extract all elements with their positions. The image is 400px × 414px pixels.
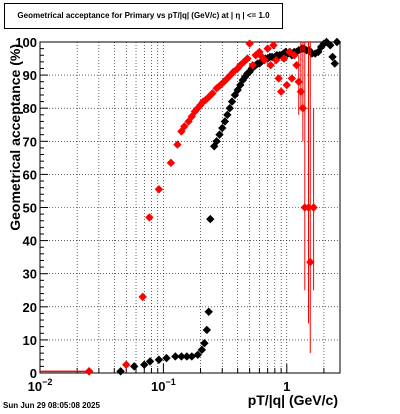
data-point xyxy=(154,355,164,364)
data-point xyxy=(166,158,176,168)
y-tick-label: 60 xyxy=(23,167,37,182)
data-point xyxy=(298,104,308,113)
y-tick-label: 20 xyxy=(23,300,37,315)
chart-title: Geometrical acceptance for Primary vs pT… xyxy=(17,11,270,20)
y-tick-label: 70 xyxy=(23,134,37,149)
data-point xyxy=(316,42,326,52)
data-point xyxy=(201,95,210,105)
data-point xyxy=(84,367,94,376)
data-point xyxy=(208,89,217,98)
data-point xyxy=(271,56,281,65)
data-point xyxy=(238,75,247,85)
data-point xyxy=(140,360,149,369)
y-tick-label: 0 xyxy=(30,366,37,381)
data-point xyxy=(306,257,315,267)
data-point xyxy=(193,350,202,359)
y-tick-label: 50 xyxy=(23,201,37,216)
data-point xyxy=(276,87,286,96)
y-tick-label: 100 xyxy=(15,35,37,50)
data-point xyxy=(173,140,182,149)
data-point xyxy=(116,367,125,376)
data-point xyxy=(239,57,249,67)
data-point xyxy=(177,352,186,361)
data-point xyxy=(266,60,275,70)
data-point xyxy=(220,117,230,126)
data-point xyxy=(225,104,234,113)
data-point xyxy=(332,37,342,47)
data-point xyxy=(245,39,254,48)
timestamp-footer: Sun Jun 29 08:05:08 2025 xyxy=(3,401,100,410)
data-point xyxy=(260,56,269,65)
data-point xyxy=(171,352,180,361)
data-point xyxy=(248,60,257,70)
y-tick-label: 80 xyxy=(23,101,37,116)
data-point xyxy=(200,339,209,348)
data-point xyxy=(233,85,242,95)
data-point xyxy=(218,123,227,133)
data-point xyxy=(279,54,289,63)
data-point xyxy=(187,352,197,361)
data-point xyxy=(212,84,221,93)
data-point xyxy=(206,214,215,224)
y-tick-label: 10 xyxy=(23,333,37,348)
data-point xyxy=(154,185,164,194)
data-point xyxy=(229,67,238,76)
data-point xyxy=(215,130,224,139)
data-point xyxy=(223,110,232,120)
data-point xyxy=(282,80,291,90)
data-point xyxy=(257,52,267,62)
data-point xyxy=(292,60,301,70)
data-point xyxy=(326,41,335,50)
data-point xyxy=(122,360,131,369)
x-tick-label: 10−2 xyxy=(28,377,53,394)
data-point xyxy=(197,345,207,355)
chart-title-box: Geometrical acceptance for Primary vs pT… xyxy=(4,3,283,29)
data-point xyxy=(202,325,212,335)
data-point xyxy=(243,54,252,63)
data-point xyxy=(294,77,303,86)
data-point xyxy=(290,51,299,60)
data-point xyxy=(287,74,297,83)
data-point xyxy=(204,307,213,316)
data-point xyxy=(212,137,221,146)
x-tick-label: 1 xyxy=(283,379,290,394)
data-point xyxy=(138,292,147,302)
data-point xyxy=(274,74,283,83)
y-tick-label: 90 xyxy=(23,68,37,83)
data-point xyxy=(182,352,192,361)
data-point xyxy=(180,122,189,131)
data-point xyxy=(263,44,272,53)
data-point xyxy=(251,51,260,60)
y-tick-label: 30 xyxy=(23,267,37,282)
data-point xyxy=(299,44,309,53)
data-point xyxy=(162,353,171,363)
data-point xyxy=(330,59,339,68)
data-point xyxy=(227,97,237,106)
data-point xyxy=(296,87,306,96)
x-tick-label: 10−1 xyxy=(151,377,176,394)
data-point xyxy=(245,67,254,76)
data-point xyxy=(145,357,155,366)
data-point xyxy=(129,362,139,371)
data-point xyxy=(269,41,278,50)
data-point xyxy=(309,203,318,212)
y-axis-title: Geometrical acceptance (%) xyxy=(7,44,23,231)
data-point xyxy=(328,52,337,62)
x-axis-title: pT/|q| (GeV/c) xyxy=(248,392,338,408)
data-point xyxy=(145,213,154,222)
y-tick-label: 40 xyxy=(23,234,37,249)
data-point xyxy=(240,72,250,81)
data-point xyxy=(233,64,242,73)
